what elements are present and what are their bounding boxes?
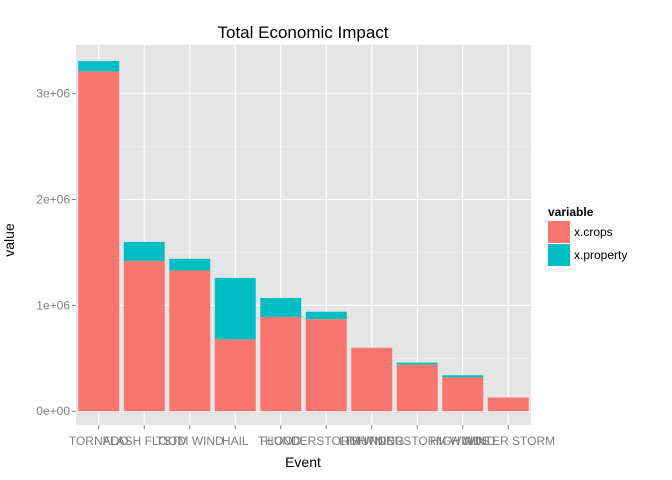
bar-x-crops: [351, 347, 393, 412]
x-tick-label: HIGH WIND: [430, 434, 496, 448]
x-tick-label: THUNDERSTORM WIND: [258, 434, 395, 448]
bar-x-property: [78, 60, 120, 72]
bar-x-crops: [260, 317, 302, 412]
bar-x-property: [305, 311, 347, 320]
bar-x-property: [396, 362, 438, 365]
legend-swatch: [548, 244, 570, 266]
bar-x-crops: [169, 270, 211, 412]
y-tick-label: 1e+06: [36, 298, 70, 312]
bars: [78, 60, 529, 412]
chart-title: Total Economic Impact: [217, 23, 388, 42]
y-tick-label: 0e+00: [36, 404, 70, 418]
x-tick-label: FLOOD: [260, 434, 302, 448]
bar-x-crops: [123, 260, 165, 412]
x-tick-label: TORNADO: [69, 434, 129, 448]
x-tick-label: THUNDERSTORM WINDS: [345, 434, 490, 448]
bar-x-crops: [305, 319, 347, 412]
legend-title: variable: [548, 205, 594, 219]
bar-x-property: [214, 277, 256, 340]
x-tick-label: TSTM WIND: [156, 434, 224, 448]
bar-x-property: [123, 241, 165, 261]
legend-swatch: [548, 221, 570, 243]
bar-x-crops: [78, 71, 120, 412]
y-tick-label: 3e+06: [36, 87, 70, 101]
legend-label: x.crops: [574, 225, 613, 239]
bar-x-property: [169, 258, 211, 271]
y-axis: 0e+00 1e+06 2e+06 3e+06: [36, 87, 76, 418]
bar-x-crops: [214, 339, 256, 412]
bar-x-crops: [487, 397, 529, 412]
legend-label: x.property: [574, 248, 627, 262]
bar-x-property: [442, 375, 484, 378]
y-tick-label: 2e+06: [36, 193, 70, 207]
bar-x-crops: [442, 377, 484, 412]
x-tick-label: LIGHTNING: [339, 434, 404, 448]
x-tick-label: FLASH FLOOD: [103, 434, 187, 448]
x-tick-label: HAIL: [222, 434, 249, 448]
x-tick-label: WINTER STORM: [461, 434, 555, 448]
legend: variable x.crops x.property: [547, 205, 627, 267]
x-axis-title: Event: [285, 454, 321, 470]
bar-x-property: [260, 297, 302, 318]
bar-x-crops: [396, 364, 438, 412]
y-axis-title: value: [1, 223, 17, 257]
